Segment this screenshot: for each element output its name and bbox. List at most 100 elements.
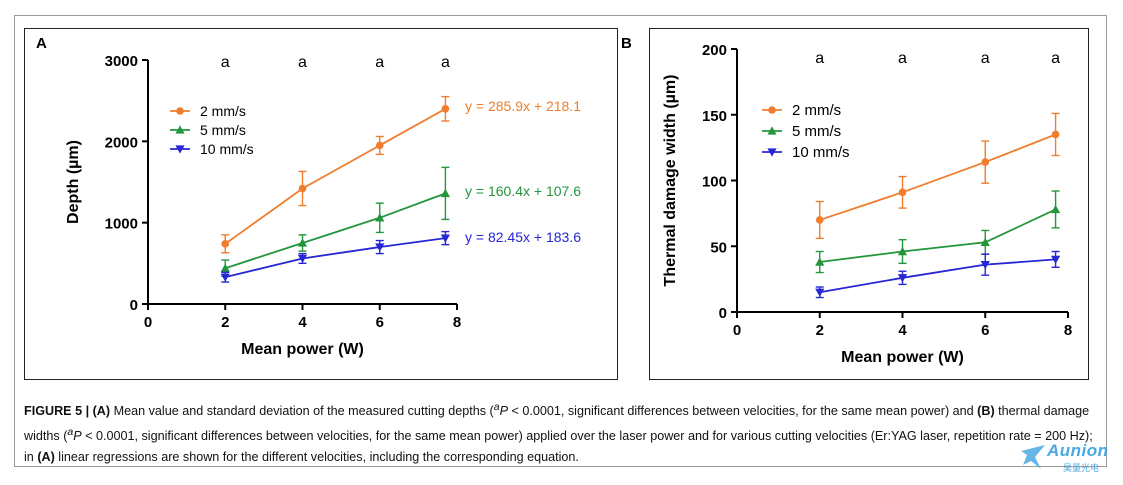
chart-a-y-tick-label: 0 [130, 297, 138, 314]
watermark-bird-icon [1021, 445, 1045, 469]
chart-b-data-point [815, 288, 825, 297]
chart-b-y-axis-label: Thermal damage width (µm) [662, 75, 679, 287]
chart-b-series-line [819, 208, 1056, 263]
chart-b-legend-marker [767, 126, 777, 135]
chart-a-x-tick-label: 6 [376, 314, 384, 331]
chart-a-data-point [375, 213, 385, 222]
chart-a-data-point [440, 188, 451, 198]
chart-a-data-point [375, 141, 384, 150]
chart-b-data-point [898, 188, 907, 197]
chart-a-x-tick-label: 0 [144, 314, 152, 331]
watermark-brand: Aunion [1047, 441, 1109, 460]
chart-a-data-point [221, 240, 230, 248]
chart-a-legend-label: 5 mm/s [200, 122, 246, 138]
chart-a-significance-label: a [375, 54, 384, 71]
caption-p-symbol-1: P [499, 404, 508, 419]
chart-a-significance-label: a [221, 54, 230, 71]
chart-a-series-line [224, 192, 446, 270]
chart-a-regression-equation: y = 82.45x + 183.6 [465, 229, 581, 245]
chart-b-data-point [815, 257, 825, 266]
chart-b-x-tick-label: 8 [1064, 322, 1072, 339]
chart-b-data-point [897, 246, 908, 256]
caption-text-4: < 0.0001, significant differences betwee… [24, 429, 1093, 465]
chart-b-legend-marker [768, 106, 776, 114]
chart-b-y-tick-label: 150 [702, 108, 727, 125]
chart-a-x-axis-label: Mean power (W) [241, 341, 364, 358]
chart-b-data-point [1050, 204, 1061, 214]
chart-a-data-point [297, 238, 308, 247]
watermark-logo: Aunion 昊量光电 [1019, 441, 1111, 475]
chart-a-y-tick-label: 3000 [105, 53, 138, 70]
chart-b-legend-label: 10 mm/s [792, 144, 850, 161]
chart-a-y-tick-label: 2000 [105, 134, 138, 151]
chart-b-data-point [1050, 255, 1061, 264]
panel-b-letter: B [621, 35, 632, 52]
chart-a-x-tick-label: 4 [298, 314, 307, 331]
chart-b-x-axis-label: Mean power (W) [841, 349, 964, 366]
chart-b-y-tick-label: 100 [702, 174, 727, 191]
chart-b-x-tick-label: 6 [981, 322, 989, 339]
chart-b-x-tick-label: 0 [733, 322, 741, 339]
chart-a-regression-equation: y = 285.9x + 218.1 [465, 98, 581, 114]
chart-b-data-point [980, 260, 990, 270]
chart-a-x-tick-label: 8 [453, 314, 461, 331]
chart-a-legend-label: 2 mm/s [200, 103, 246, 119]
chart-b-y-tick-label: 200 [702, 42, 727, 59]
chart-a-data-point [440, 234, 451, 243]
watermark-subtitle: 昊量光电 [1063, 464, 1100, 474]
chart-b-y-tick-label: 50 [710, 239, 727, 256]
caption-figure-label: FIGURE 5 | [24, 404, 90, 419]
chart-a-legend-marker [176, 107, 184, 115]
chart-a-data-point [297, 254, 308, 264]
caption-panel-a-ref-2: (A) [37, 450, 55, 465]
chart-b-significance-label: a [981, 50, 990, 67]
caption-text-2: < 0.0001, significant differences betwee… [508, 404, 978, 419]
chart-a-series-line [224, 108, 446, 245]
caption-text-5: linear regressions are shown for the dif… [54, 450, 579, 465]
chart-b-data-point [981, 158, 990, 166]
chart-b-series-line [819, 258, 1056, 294]
chart-a-data-point [220, 273, 230, 282]
chart-a-legend-marker [175, 145, 185, 154]
panel-a-letter: A [36, 35, 47, 52]
chart-a-series-line [225, 237, 446, 279]
caption-text-1: Mean value and standard deviation of the… [110, 404, 494, 419]
caption-panel-a-ref: (A) [92, 404, 111, 419]
caption-panel-b-ref: (B) [977, 404, 995, 419]
caption-p-symbol-2: P [73, 429, 82, 444]
chart-b-data-point [897, 274, 908, 283]
chart-a-significance-label: a [441, 54, 450, 71]
chart-b-significance-label: a [1051, 50, 1060, 67]
chart-b-legend-label: 2 mm/s [792, 102, 841, 119]
chart-a-regression-equation: y = 160.4x + 107.6 [465, 183, 581, 199]
chart-a-legend-label: 10 mm/s [200, 141, 254, 157]
caption-superscript-a-1: a [493, 401, 500, 413]
chart-a-y-axis-label: Depth (µm) [65, 140, 82, 224]
chart-a-significance-label: a [298, 54, 307, 71]
chart-a-data-point [220, 263, 230, 272]
chart-a-legend-marker [175, 125, 185, 134]
chart-b-data-point [980, 237, 990, 246]
caption-text-3: thermal damage widths ( [24, 404, 1090, 444]
chart-b-data-point [1051, 130, 1060, 139]
chart-b-significance-label: a [898, 50, 907, 67]
chart-b-significance-label: a [815, 50, 824, 67]
caption-superscript-a-2: a [67, 426, 74, 439]
chart-b-data-point [815, 216, 824, 224]
chart-b-x-tick-label: 4 [898, 322, 907, 339]
chart-b-series-line [819, 133, 1056, 221]
figure-frame [14, 15, 1107, 467]
chart-b-legend-label: 5 mm/s [792, 123, 841, 140]
chart-b-x-tick-label: 2 [816, 322, 824, 339]
chart-b-y-tick-label: 0 [719, 305, 727, 322]
chart-a-y-tick-label: 1000 [105, 216, 138, 233]
chart-b-legend-marker [767, 148, 777, 157]
figure-caption: FIGURE 5 | (A) Mean value and standard d… [24, 397, 1099, 468]
chart-a-data-point [298, 184, 307, 193]
chart-a-data-point [375, 243, 385, 252]
chart-a-x-tick-label: 2 [221, 314, 229, 331]
panel-a-box [24, 28, 618, 380]
chart-a-data-point [441, 105, 450, 113]
